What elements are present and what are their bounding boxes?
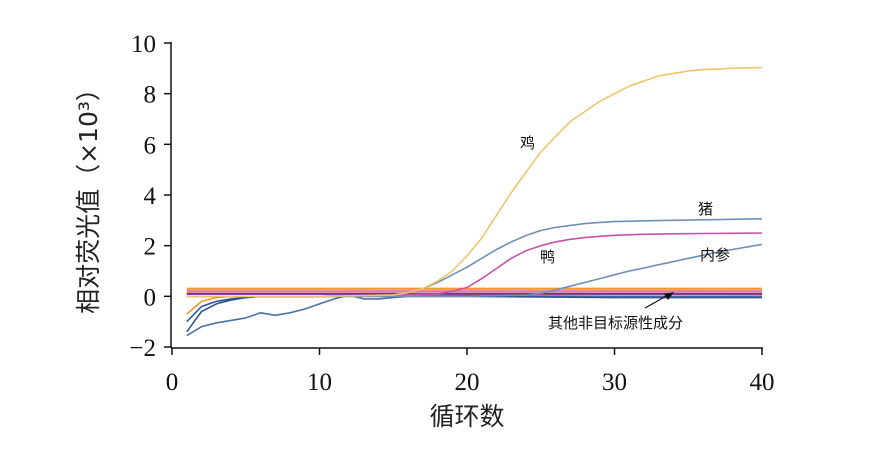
x-axis-label: 循环数 [429,402,504,431]
y-tick-label: 4 [144,183,157,210]
series-label-鸭: 鸭 [540,248,555,266]
axes [170,42,763,349]
threshold-lines [186,287,762,295]
series-line-鸡 [186,66,763,298]
y-tick-label: 6 [144,132,157,159]
x-tick-label: 30 [602,369,627,396]
y-tick-label: 8 [144,82,157,109]
series-label-内参: 内参 [700,246,730,264]
x-tick-label: 40 [750,369,775,396]
series-line-鸭 [186,232,763,298]
series-label-猪: 猪 [698,200,713,218]
x-tick-label: 20 [455,369,480,396]
x-tick-label: 10 [307,369,332,396]
y-tick-label: 0 [144,284,157,311]
arrow-head-icon [664,292,674,300]
series-label-鸡: 鸡 [520,134,535,152]
y-tick-label: 2 [144,234,157,261]
series-line-其他非目标源性成分-4 [186,295,762,315]
annotation-other-components: 其他非目标源性成分 [548,314,683,332]
series-line-内参 [186,243,763,298]
series-line-猪 [186,218,763,298]
x-tick-label: 0 [166,369,179,396]
y-tick-label: −2 [129,335,156,362]
amplification-curves [186,66,763,337]
y-axis-label: 相对荧光值（×10³） [74,76,103,314]
y-tick-label: 10 [131,31,156,58]
